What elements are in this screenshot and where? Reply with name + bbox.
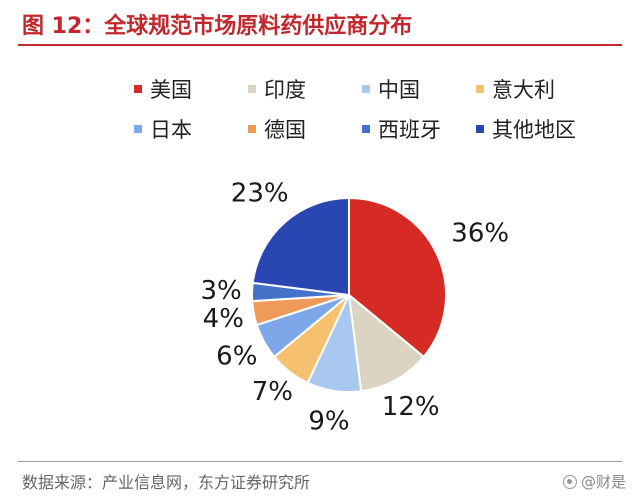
watermark-logo-icon (562, 474, 577, 489)
slice-value-label: 36% (451, 218, 509, 248)
legend-swatch (476, 85, 484, 93)
slice-value-label: 12% (382, 392, 440, 422)
legend-swatch (476, 125, 484, 133)
legend-item: 美国 (134, 74, 192, 104)
chart-title: 图 12：全球规范市场原料药供应商分布 (22, 14, 413, 39)
pie-slice (347, 292, 426, 393)
legend-item: 日本 (134, 114, 192, 144)
legend-label: 中国 (378, 78, 420, 102)
legend-label: 美国 (150, 78, 192, 102)
legend-label: 意大利 (492, 78, 555, 102)
title-divider (18, 44, 622, 46)
footer-divider (18, 461, 622, 462)
pie-chart: 36% 12% 9% 7% 6% 4%3% 23% (200, 179, 509, 437)
legend-swatch (248, 125, 256, 133)
watermark: @财是 (562, 471, 626, 492)
watermark-text: @财是 (580, 473, 626, 491)
legend-swatch (248, 85, 256, 93)
legend-label: 德国 (264, 118, 306, 142)
legend-swatch (134, 125, 142, 133)
slice-value-label: 6% (216, 342, 257, 372)
legend-swatch (362, 125, 370, 133)
legend-label: 其他地区 (492, 118, 576, 142)
legend-item: 意大利 (476, 74, 555, 104)
slice-value-label: 23% (231, 179, 289, 209)
legend-item: 其他地区 (476, 114, 576, 144)
legend-label: 西班牙 (378, 118, 441, 142)
legend-swatch (134, 85, 142, 93)
source-note: 数据来源：产业信息网，东方证券研究所 (22, 473, 311, 492)
legend-label: 日本 (150, 118, 192, 142)
legend-label: 印度 (264, 78, 306, 102)
legend-item: 德国 (248, 114, 306, 144)
pie-slice (348, 196, 447, 359)
legend-item: 西班牙 (362, 114, 441, 144)
pie-slice (251, 196, 350, 297)
legend-item: 中国 (362, 74, 420, 104)
slice-value-label: 3% (200, 276, 241, 306)
slice-value-label: 9% (308, 406, 349, 436)
legend-item: 印度 (248, 74, 306, 104)
slice-value-label: 7% (252, 377, 293, 407)
legend-swatch (362, 85, 370, 93)
slice-value-label: 4% (203, 304, 244, 334)
